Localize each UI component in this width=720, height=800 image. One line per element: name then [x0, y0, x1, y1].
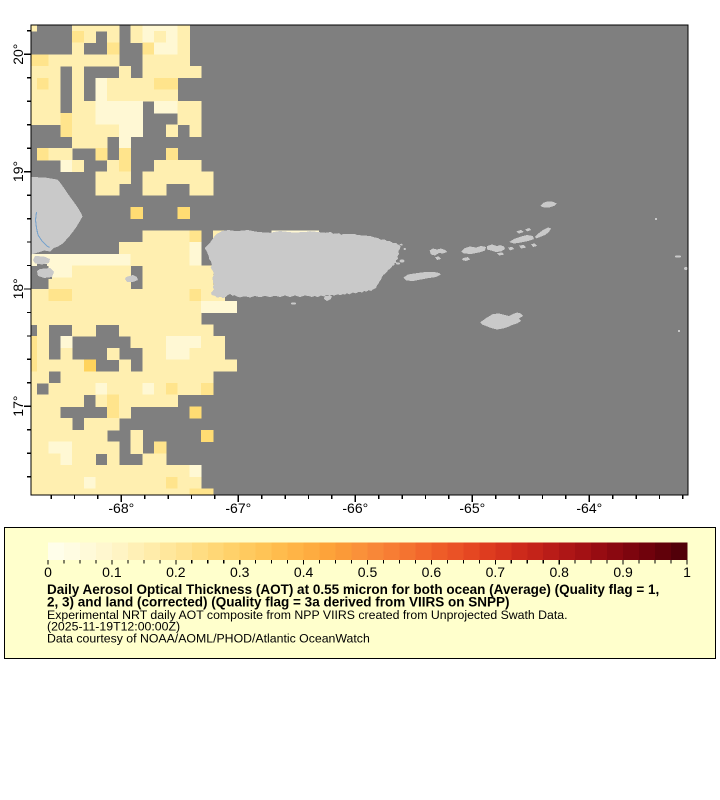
svg-text:0.2: 0.2 — [166, 564, 186, 580]
svg-text:17°: 17° — [10, 396, 26, 417]
svg-text:Data courtesy of NOAA/AOML/PHO: Data courtesy of NOAA/AOML/PHOD/Atlantic… — [47, 632, 370, 646]
svg-text:0.8: 0.8 — [549, 564, 569, 580]
svg-text:2, 3) and land (corrected) (Qu: 2, 3) and land (corrected) (Quality flag… — [47, 595, 509, 610]
svg-text:0.1: 0.1 — [102, 564, 122, 580]
svg-text:Experimental NRT daily AOT com: Experimental NRT daily AOT composite fro… — [47, 608, 568, 622]
svg-text:0.3: 0.3 — [230, 564, 250, 580]
svg-text:-66°: -66° — [342, 500, 368, 516]
svg-text:0.9: 0.9 — [613, 564, 633, 580]
svg-text:0.6: 0.6 — [422, 564, 442, 580]
svg-text:0.4: 0.4 — [294, 564, 314, 580]
svg-text:0: 0 — [44, 564, 52, 580]
svg-text:-67°: -67° — [225, 500, 251, 516]
svg-text:-65°: -65° — [459, 500, 485, 516]
svg-text:0.5: 0.5 — [358, 564, 378, 580]
svg-text:-68°: -68° — [108, 500, 134, 516]
svg-text:-64°: -64° — [576, 500, 602, 516]
svg-text:Daily Aerosol Optical Thicknes: Daily Aerosol Optical Thickness (AOT) at… — [47, 582, 659, 597]
svg-text:20°: 20° — [10, 44, 26, 65]
svg-text:19°: 19° — [10, 161, 26, 182]
svg-text:(2025-11-19T12:00:00Z): (2025-11-19T12:00:00Z) — [47, 620, 180, 634]
svg-text:18°: 18° — [10, 278, 26, 299]
svg-text:0.7: 0.7 — [486, 564, 506, 580]
svg-text:1: 1 — [683, 564, 691, 580]
